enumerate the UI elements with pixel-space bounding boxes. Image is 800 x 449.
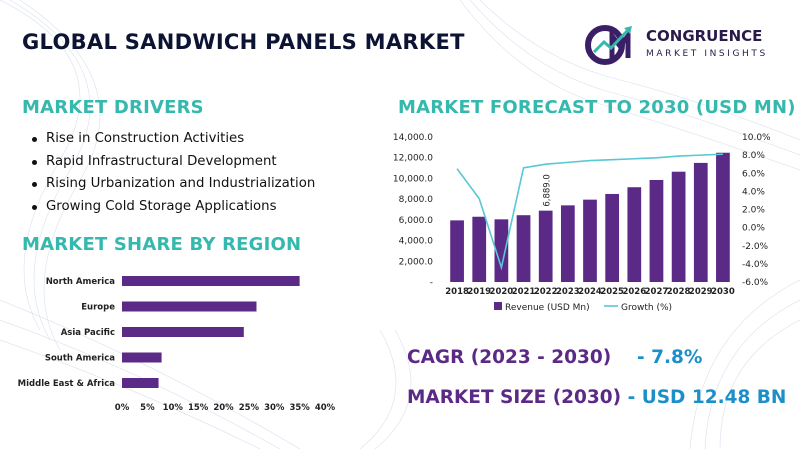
x-axis-tick-label: 2023	[556, 287, 580, 297]
x-axis-tick-label: 2024	[578, 287, 602, 297]
driver-item: Rise in Construction Activities	[30, 128, 315, 151]
x-axis-tick-label: 2027	[645, 287, 669, 297]
region-share-bar	[122, 301, 257, 312]
x-axis-tick-label: 20%	[213, 403, 234, 413]
region-share-bar	[122, 378, 159, 388]
revenue-bar	[649, 179, 664, 282]
revenue-bar	[583, 199, 597, 282]
brand-name: CONGRUENCE	[646, 27, 763, 45]
left-axis-tick-label: 14,000.0	[393, 133, 433, 143]
right-axis-tick-label: -6.0%	[742, 278, 769, 288]
revenue-bar	[450, 220, 464, 282]
right-axis-tick-label: -4.0%	[742, 260, 769, 270]
revenue-bar	[627, 187, 642, 282]
right-axis-tick-label: -2.0%	[742, 242, 769, 252]
page-title: GLOBAL SANDWICH PANELS MARKET	[22, 30, 465, 54]
cagr-label: CAGR (2023 - 2030)	[407, 347, 612, 368]
revenue-bar	[472, 216, 487, 282]
x-axis-tick-label: 0%	[115, 403, 130, 413]
right-axis-tick-label: 0.0%	[742, 224, 765, 234]
market-size-separator: -	[627, 387, 636, 408]
x-axis-tick-label: 30%	[264, 403, 285, 413]
revenue-bar	[494, 219, 509, 282]
region-category-label: Asia Pacific	[61, 328, 115, 338]
left-axis-tick-label: 10,000.0	[393, 174, 433, 184]
cagr-value: - 7.8%	[636, 347, 703, 368]
driver-item: Growing Cold Storage Applications	[30, 196, 315, 219]
x-axis-tick-label: 2029	[689, 287, 713, 297]
left-axis-tick-label: 2,000.0	[399, 257, 434, 267]
region-category-label: North America	[46, 277, 116, 287]
x-axis-tick-label: 2030	[711, 287, 735, 297]
region-share-bar	[122, 327, 244, 337]
x-axis-tick-label: 2018	[445, 287, 469, 297]
region-share-bar	[122, 276, 300, 286]
region-heading: MARKET SHARE BY REGION	[22, 234, 302, 255]
right-axis-tick-label: 8.0%	[742, 151, 765, 161]
x-axis-tick-label: 2026	[622, 287, 646, 297]
legend-label-revenue: Revenue (USD Mn)	[505, 303, 590, 313]
market-size-label: MARKET SIZE (2030)	[407, 387, 622, 408]
cmi-monogram-icon	[585, 25, 632, 65]
driver-item: Rapid Infrastructural Development	[30, 151, 315, 174]
x-axis-tick-label: 5%	[140, 403, 155, 413]
x-axis-tick-label: 2022	[534, 287, 558, 297]
right-axis-tick-label: 6.0%	[742, 169, 765, 179]
x-axis-tick-label: 2028	[667, 287, 691, 297]
x-axis-tick-label: 2021	[512, 287, 536, 297]
brand-tagline: MARKET INSIGHTS	[646, 49, 768, 59]
market-size-summary: MARKET SIZE (2030) - USD 12.48 BN	[407, 387, 786, 408]
drivers-heading: MARKET DRIVERS	[22, 97, 204, 118]
left-axis-tick-label: 8,000.0	[399, 195, 434, 205]
right-axis-tick-label: 10.0%	[742, 133, 771, 143]
forecast-heading: MARKET FORECAST TO 2030 (USD MN)	[398, 97, 796, 118]
revenue-bar	[693, 162, 708, 282]
revenue-bar	[538, 210, 553, 282]
region-share-bar	[122, 352, 162, 363]
right-axis-tick-label: 2.0%	[742, 206, 765, 216]
drivers-list: Rise in Construction Activities Rapid In…	[30, 128, 315, 218]
x-axis-tick-label: 2025	[600, 287, 624, 297]
driver-item: Rising Urbanization and Industrializatio…	[30, 173, 315, 196]
x-axis-tick-label: 40%	[315, 403, 336, 413]
legend-swatch-revenue	[494, 302, 502, 310]
growth-line	[456, 153, 723, 271]
revenue-bar	[605, 193, 620, 282]
market-size-value: USD 12.48 BN	[641, 387, 787, 408]
brand-logo: CONGRUENCE MARKET INSIGHTS	[584, 22, 784, 68]
region-category-label: Middle East & Africa	[18, 379, 116, 389]
region-category-label: Europe	[81, 303, 115, 313]
legend-label-growth: Growth (%)	[621, 303, 672, 313]
left-axis-tick-label: 6,000.0	[399, 216, 434, 226]
revenue-bar	[560, 205, 575, 282]
data-label: 6,889.0	[543, 174, 553, 206]
right-axis-tick-label: 4.0%	[742, 187, 765, 197]
cagr-summary: CAGR (2023 - 2030) - 7.8%	[407, 347, 702, 368]
x-axis-tick-label: 25%	[239, 403, 260, 413]
revenue-bar	[716, 152, 730, 282]
region-category-label: South America	[45, 354, 115, 364]
revenue-bar	[516, 215, 531, 282]
x-axis-tick-label: 35%	[289, 403, 310, 413]
x-axis-tick-label: 10%	[163, 403, 184, 413]
left-axis-tick-label: 12,000.0	[393, 154, 433, 164]
x-axis-tick-label: 2020	[490, 287, 514, 297]
left-axis-tick-label: 4,000.0	[399, 237, 434, 247]
left-axis-tick-label: -	[430, 278, 433, 288]
revenue-bar	[671, 171, 686, 282]
x-axis-tick-label: 15%	[188, 403, 209, 413]
x-axis-tick-label: 2019	[467, 287, 491, 297]
